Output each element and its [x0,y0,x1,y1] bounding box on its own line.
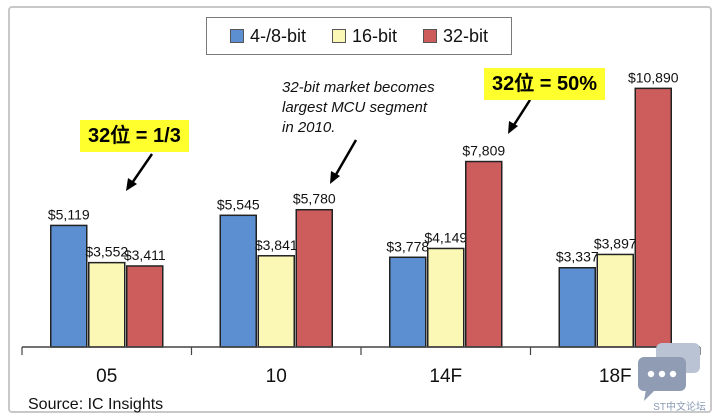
arrow-2005 [128,153,154,187]
legend-swatch-4-8-bit [229,29,244,43]
annotation-note: 32-bit market becomes largest MCU segmen… [282,78,472,138]
bar-05-48bit [50,224,88,348]
arrow-2018 [510,99,532,129]
legend-label-16-bit: 16-bit [351,25,398,46]
note-line-2: largest MCU segment [282,99,428,116]
watermark-text: ST中文论坛 [653,402,706,413]
data-label-18F-32bit: $10,890 [628,69,679,85]
data-label-18F-48bit: $3,337 [556,249,599,265]
data-label-05-16bit: $3,552 [85,244,128,260]
data-label-10-48bit: $5,545 [217,196,260,212]
arrow-2010 [332,139,358,179]
chat-bubble-icon [638,343,700,401]
bar-10-48bit [219,214,257,348]
note-line-1: 32-bit market becomes [282,79,435,96]
bar-05-16bit [88,261,126,348]
bar-18F-16bit [596,253,634,348]
x-tick-label-05: 05 [96,366,117,387]
callout-2018: 32位 = 50% [484,68,606,100]
arrow-2018-head [508,121,518,134]
legend-swatch-16-bit [331,29,346,43]
data-label-10-16bit: $3,841 [255,237,298,253]
legend-label-32-bit: 32-bit [442,25,489,46]
data-label-05-48bit: $5,119 [48,206,90,222]
data-label-14F-48bit: $3,778 [386,238,429,254]
bar-14F-32bit [465,160,503,348]
legend-item-16-bit: 16-bit [331,25,398,47]
data-label-14F-32bit: $7,809 [462,143,505,159]
legend-item-4-8-bit: 4-/8-bit [229,25,307,47]
note-line-3: in 2010. [282,119,336,136]
callout-2005: 32位 = 1/3 [80,120,189,152]
data-label-05-32bit: $3,411 [124,247,166,263]
source-note: Source: IC Insights [28,396,164,413]
data-label-18F-16bit: $3,897 [594,235,637,251]
bar-18F-48bit [558,266,596,348]
data-label-14F-16bit: $4,149 [424,229,467,245]
arrow-2005-head [126,178,137,191]
legend-item-32-bit: 32-bit [422,25,489,47]
bar-18F-32bit [634,87,672,348]
bar-10-16bit [257,255,295,348]
bar-05-32bit [126,265,164,348]
bar-14F-16bit [427,247,465,348]
chart-legend: 4-/8-bit 16-bit 32-bit [206,17,512,55]
x-tick-label-14F: 14F [429,366,462,387]
annotation-arrows [126,99,532,191]
legend-label-4-8-bit: 4-/8-bit [249,25,307,46]
arrow-2010-head [330,171,340,184]
bar-14F-48bit [389,256,427,348]
bar-10-32bit [295,208,333,348]
data-label-10-32bit: $5,780 [293,191,336,207]
x-tick-label-10: 10 [266,366,287,387]
legend-swatch-32-bit [422,29,437,43]
x-tick-label-18F: 18F [599,366,632,387]
